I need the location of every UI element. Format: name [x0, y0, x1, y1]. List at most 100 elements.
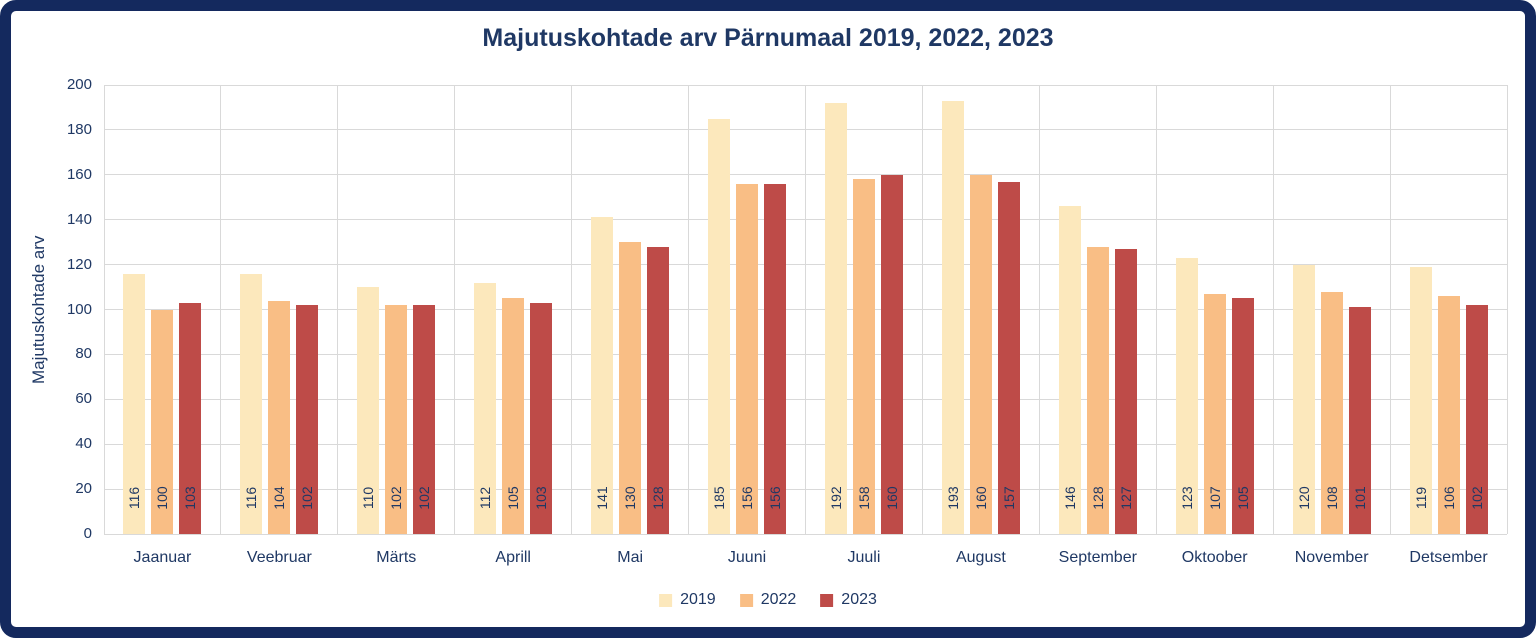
bar-value-label: 119	[1412, 486, 1429, 510]
bar-value-label: 128	[1089, 486, 1106, 510]
x-axis-label: August	[955, 549, 1006, 566]
legend: 2019 2022 2023	[659, 591, 877, 609]
bar	[1409, 266, 1432, 534]
bar-value-label: 146	[1061, 486, 1078, 510]
bar-value-label: 102	[299, 486, 316, 510]
bar	[240, 273, 263, 534]
bar	[1086, 246, 1109, 534]
bar	[385, 305, 408, 534]
bar	[824, 102, 847, 534]
legend-label: 2022	[760, 591, 797, 608]
bar-value-label: 158	[855, 486, 872, 510]
gridline-vertical	[805, 85, 806, 534]
gridline-horizontal	[104, 533, 1507, 535]
bar	[941, 100, 964, 534]
bar	[413, 305, 436, 534]
gridline-vertical	[1155, 85, 1157, 534]
bar-value-label: 108	[1323, 486, 1340, 510]
gridline-vertical	[571, 85, 573, 534]
y-tick-label: 0	[83, 525, 92, 542]
gridline-vertical	[921, 85, 923, 534]
bar-value-label: 192	[827, 486, 844, 510]
y-tick-label: 80	[75, 345, 92, 363]
gridline-vertical	[337, 85, 339, 534]
bar-value-label: 127	[1117, 486, 1134, 510]
x-axis-label: November	[1294, 549, 1369, 566]
bar	[296, 305, 319, 534]
bar-value-label: 104	[271, 486, 288, 510]
x-axis-label: September	[1058, 549, 1137, 566]
bar	[1231, 298, 1254, 534]
chart-title: Majutuskohtade arv Pärnumaal 2019, 2022,…	[482, 24, 1054, 52]
bar-value-label: 116	[243, 486, 260, 510]
gridline-vertical	[1389, 85, 1391, 534]
x-axis-label: Aprill	[495, 549, 531, 566]
bar-value-label: 107	[1206, 486, 1223, 510]
bar	[123, 273, 146, 534]
legend-swatch	[659, 593, 673, 607]
legend-item: 2022	[739, 591, 797, 609]
bar	[764, 183, 787, 534]
bar-value-label: 112	[477, 486, 494, 510]
bar-value-label: 141	[594, 486, 611, 510]
bar	[852, 179, 875, 534]
bar	[1058, 206, 1081, 534]
bar-value-label: 160	[972, 486, 989, 510]
legend-swatch	[820, 593, 834, 607]
bar	[151, 309, 174, 534]
bar-value-label: 103	[182, 486, 199, 510]
bar-value-label: 160	[883, 486, 900, 510]
bar-value-label: 130	[622, 486, 639, 510]
bar-value-label: 110	[360, 486, 377, 510]
bar-value-label: 128	[650, 486, 667, 510]
y-tick-label: 180	[66, 120, 92, 138]
gridline-vertical	[1038, 85, 1040, 534]
bar-value-label: 193	[944, 486, 961, 510]
x-axis-label: Juuni	[727, 549, 767, 566]
bar	[1203, 293, 1226, 534]
bar	[708, 118, 731, 534]
x-axis-label: Oktoober	[1181, 549, 1248, 566]
bar-value-label: 105	[1234, 486, 1251, 510]
legend-item: 2023	[820, 591, 877, 609]
x-axis-label: Juuli	[847, 549, 881, 566]
legend-item: 2019	[659, 591, 716, 609]
bar	[997, 181, 1020, 534]
x-axis-label: Detsember	[1409, 549, 1488, 566]
y-tick-label: 200	[66, 76, 92, 93]
bar	[880, 174, 903, 534]
bar	[179, 302, 202, 534]
bar	[1465, 305, 1488, 534]
bar	[647, 246, 670, 534]
legend-label: 2019	[680, 591, 716, 608]
gridline-vertical	[1272, 85, 1274, 534]
bar-value-label: 123	[1178, 486, 1195, 510]
legend-swatch	[739, 593, 753, 607]
bar	[591, 217, 614, 534]
bar	[736, 183, 759, 534]
bar	[474, 282, 497, 534]
bar-value-label: 100	[154, 486, 171, 510]
gridline-vertical	[688, 85, 690, 534]
x-axis-label: Jaanuar	[133, 549, 192, 566]
bar-value-label: 102	[1468, 486, 1485, 510]
bar-value-label: 106	[1440, 486, 1457, 510]
legend-label: 2023	[841, 591, 877, 608]
y-tick-label: 100	[66, 300, 92, 318]
bar-value-label: 102	[388, 486, 405, 510]
bar	[1114, 248, 1137, 534]
x-axis-label: Mai	[617, 549, 644, 566]
bar	[1437, 296, 1460, 534]
bar	[502, 298, 525, 534]
bar-value-label: 156	[767, 486, 784, 510]
y-tick-label: 20	[75, 480, 92, 498]
gridline-vertical	[454, 85, 456, 534]
bar	[1175, 257, 1198, 534]
bar-value-label: 116	[126, 486, 143, 510]
bar-value-label: 105	[505, 486, 522, 510]
y-tick-label: 160	[66, 165, 92, 183]
bar	[268, 300, 291, 534]
y-tick-label: 140	[66, 210, 92, 228]
y-tick-label: 120	[66, 255, 92, 273]
bar	[1348, 307, 1371, 534]
